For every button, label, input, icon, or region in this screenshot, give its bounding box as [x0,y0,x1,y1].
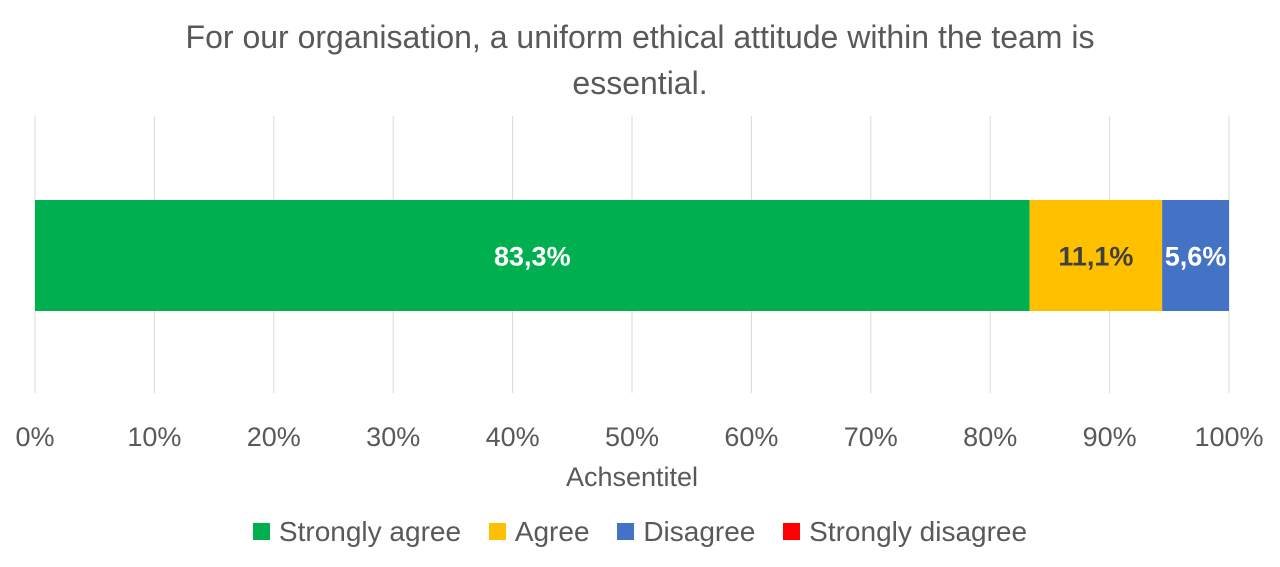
x-tick-label: 50% [605,422,659,452]
legend-label-strongly-disagree: Strongly disagree [809,515,1028,547]
legend-item-strongly-agree: Strongly agree [252,515,462,548]
data-label: 83,3% [494,242,571,272]
legend-item-strongly-disagree: Strongly disagree [783,516,1027,548]
bar-segment [1029,200,1163,311]
legend-swatch-disagree [617,523,635,540]
x-tick-label: 10% [127,422,181,452]
legend-swatch-strongly-disagree [783,523,801,540]
x-tick-label: 60% [724,422,778,452]
data-label: 11,1% [1058,242,1133,272]
x-tick-label: 20% [247,422,301,452]
x-tick-label: 40% [486,422,540,452]
x-tick-label: 70% [844,422,898,452]
x-tick-label: 90% [1083,422,1137,452]
bar-segment [1162,200,1229,311]
chart-title: For our organisation, a uniform ethical … [185,19,1095,101]
legend-swatch-strongly-agree [252,523,270,540]
legend-item-agree: Agree [488,515,590,548]
chart-legend: Strongly agree Agree Disagree Strongly d… [0,515,1280,548]
data-label: 5,6% [1165,242,1227,272]
bar-segment [35,200,1030,311]
x-tick-label: 30% [366,422,420,452]
legend-swatch-agree [488,523,506,540]
x-tick-label: 80% [963,422,1017,452]
legend-label-agree: Agree [514,515,590,547]
x-axis-title: Achsentitel [566,462,698,492]
x-tick-label: 0% [15,422,54,452]
x-tick-label: 100% [1194,422,1263,452]
legend-label-disagree: Disagree [643,515,756,547]
legend-label-strongly-agree: Strongly agree [278,515,462,547]
legend-item-disagree: Disagree [617,516,755,548]
